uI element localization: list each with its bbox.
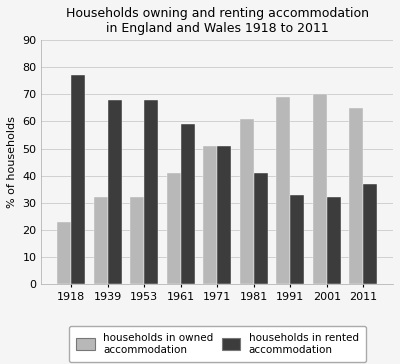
Bar [108, 100, 122, 284]
Bar [349, 108, 363, 284]
Bar [144, 100, 158, 284]
Bar [71, 75, 85, 284]
Bar [181, 124, 195, 284]
Bar [276, 97, 290, 284]
Bar [254, 173, 268, 284]
Bar [240, 119, 254, 284]
Y-axis label: % of households: % of households [7, 116, 17, 208]
Bar [204, 146, 217, 284]
Bar [290, 195, 304, 284]
Bar [217, 146, 231, 284]
Bar [313, 94, 327, 284]
Title: Households owning and renting accommodation
in England and Wales 1918 to 2011: Households owning and renting accommodat… [66, 7, 369, 35]
Bar [94, 197, 108, 284]
Legend: households in owned
accommodation, households in rented
accommodation: households in owned accommodation, house… [69, 326, 366, 362]
Bar [130, 197, 144, 284]
Bar [58, 222, 71, 284]
Bar [363, 184, 377, 284]
Bar [167, 173, 181, 284]
Bar [327, 197, 340, 284]
